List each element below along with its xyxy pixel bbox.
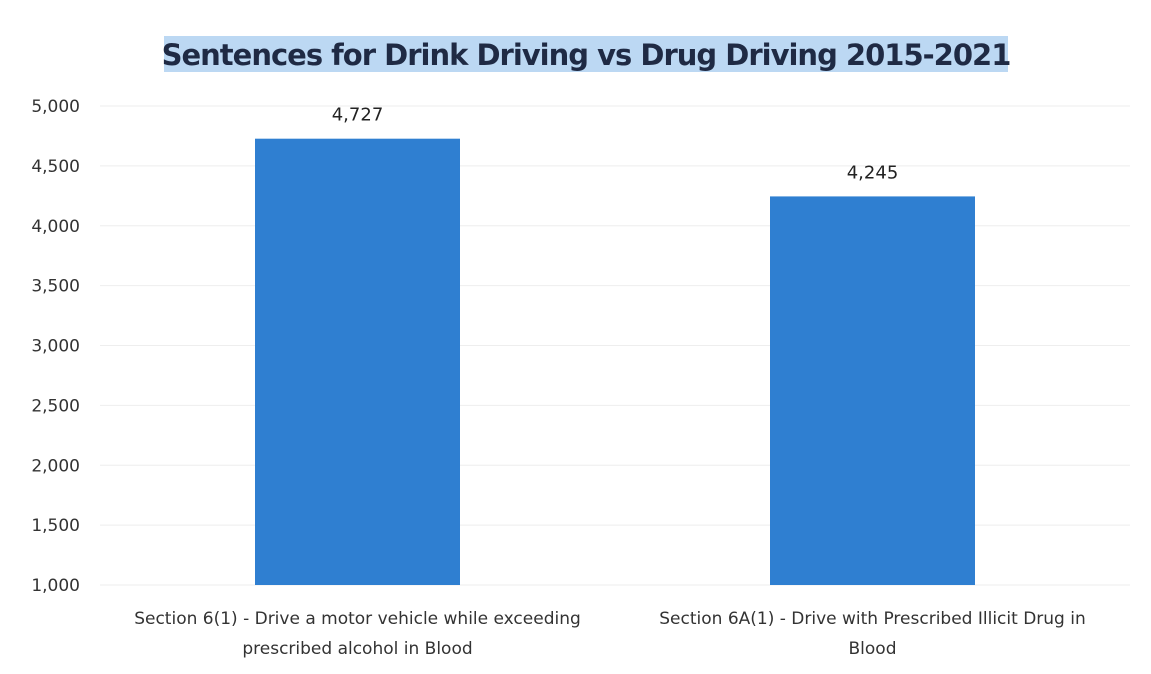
data-label: 4,727	[332, 105, 384, 126]
y-tick-label: 2,000	[31, 456, 80, 476]
chart-title-highlight	[164, 36, 1008, 72]
bar	[770, 196, 975, 585]
y-tick-label: 3,000	[31, 337, 80, 357]
category-label: prescribed alcohol in Blood	[242, 639, 472, 659]
data-labels: 4,727 4,245	[332, 105, 899, 184]
bar	[255, 138, 460, 585]
grid-layer	[100, 105, 1130, 586]
y-tick-label: 1,500	[31, 516, 80, 536]
y-tick-label: 4,500	[31, 157, 80, 177]
y-axis-ticks: 1,000 1,500 2,000 2,500 3,000 3,500 4,000 4,500…	[31, 97, 80, 596]
y-tick-label: 3,500	[31, 277, 80, 297]
bars	[255, 138, 975, 585]
y-tick-label: 1,000	[31, 576, 80, 596]
y-tick-label: 4,000	[31, 217, 80, 237]
category-label: Blood	[849, 639, 897, 659]
y-tick-label: 2,500	[31, 396, 80, 416]
y-tick-label: 5,000	[31, 97, 80, 117]
category-label: Section 6(1) - Drive a motor vehicle whi…	[134, 609, 581, 629]
data-label: 4,245	[847, 162, 899, 183]
chart-title: Sentences for Drink Driving vs Drug Driv…	[162, 38, 1011, 72]
category-labels: Section 6(1) - Drive a motor vehicle whi…	[134, 609, 1086, 659]
category-label: Section 6A(1) - Drive with Prescribed Il…	[659, 609, 1086, 629]
